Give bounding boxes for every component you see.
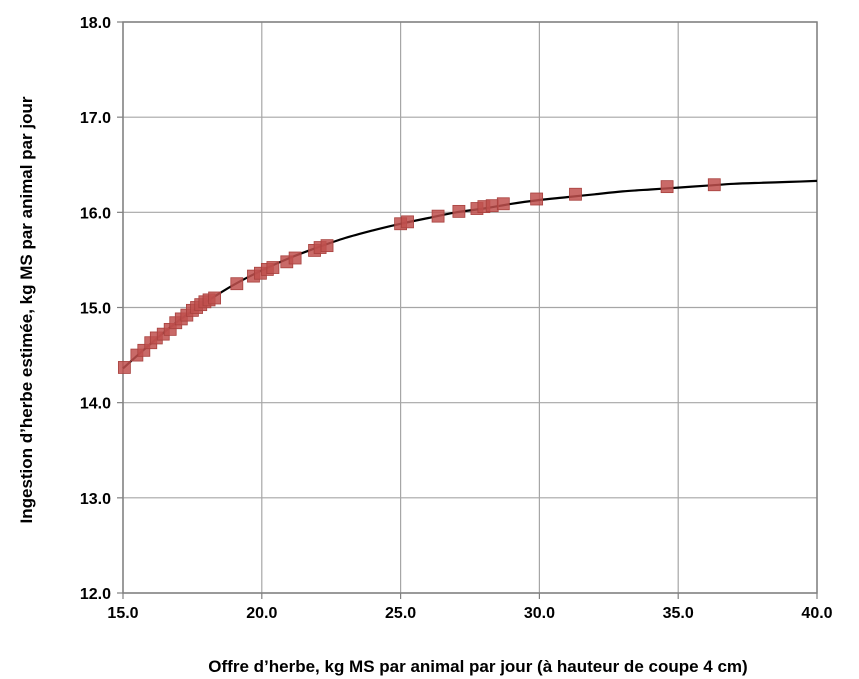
data-point (530, 192, 544, 206)
y-tick-label: 13.0 (80, 491, 111, 508)
data-point (320, 239, 334, 253)
y-axis: 12.0 13.0 14.0 15.0 16.0 17.0 18.0 (80, 15, 123, 603)
x-tick-label: 35.0 (663, 605, 694, 622)
data-point (660, 180, 674, 194)
data-point (401, 215, 414, 229)
data-point (485, 199, 499, 213)
data-point (117, 361, 131, 374)
data-point (569, 187, 582, 201)
y-tick-label: 12.0 (80, 586, 111, 603)
y-tick-label: 14.0 (80, 396, 111, 413)
x-tick-label: 40.0 (801, 605, 832, 622)
y-tick-label: 18.0 (80, 15, 111, 32)
data-point (452, 204, 466, 218)
x-axis-title: Offre d’herbe, kg MS par animal par jour… (208, 657, 747, 676)
x-tick-label: 15.0 (107, 605, 138, 622)
data-point (496, 197, 510, 211)
data-point (230, 277, 244, 291)
fit-curve-line (122, 179, 818, 370)
y-tick-label: 17.0 (80, 110, 111, 127)
data-point (266, 261, 280, 274)
data-point (707, 178, 721, 192)
data-point (288, 251, 302, 265)
x-tick-label: 30.0 (524, 605, 555, 622)
data-point (208, 291, 222, 305)
x-axis: 15.0 20.0 25.0 30.0 35.0 40.0 (107, 593, 833, 622)
x-tick-label: 20.0 (246, 605, 277, 622)
data-points (117, 178, 721, 374)
y-tick-label: 15.0 (80, 301, 111, 318)
y-tick-label: 16.0 (80, 205, 111, 222)
x-tick-label: 25.0 (385, 605, 416, 622)
y-axis-title: Ingestion d’herbe estimée, kg MS par ani… (17, 96, 36, 523)
data-point (431, 209, 445, 223)
grid (122, 21, 818, 594)
